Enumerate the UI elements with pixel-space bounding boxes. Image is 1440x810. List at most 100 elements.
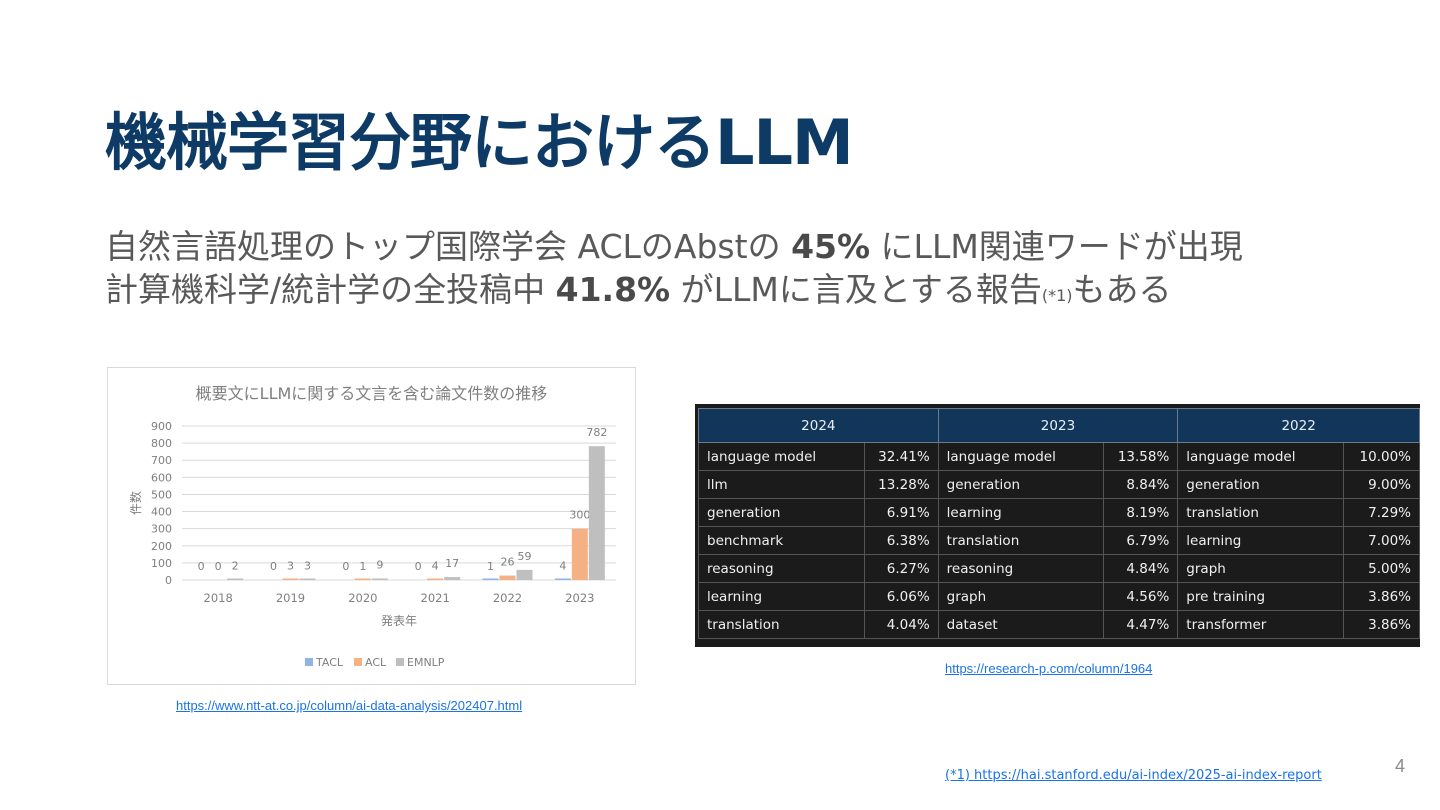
keyword-cell: reasoning [698,554,865,583]
bar [554,578,571,580]
y-tick-label: 800 [151,437,172,450]
subtitle-line-1: 自然言語処理のトップ国際学会 ACLのAbstの 45% にLLM関連ワードが出… [105,220,1243,268]
table-row: translation 4.04% dataset 4.47% transformer 3… [698,610,1420,639]
keyword-cell: translation [1177,498,1344,527]
legend-swatch [396,658,404,666]
slide-title: 機械学習分野におけるLLM [105,106,854,179]
x-axis-label: 発表年 [381,614,417,628]
keyword-cell: generation [698,498,865,527]
y-tick-label: 400 [151,506,172,519]
percent-cell: 8.19% [1103,498,1179,527]
x-tick-label: 2022 [493,591,522,605]
percent-cell: 10.00% [1343,442,1420,471]
chart-source-link[interactable]: https://www.ntt-at.co.jp/column/ai-data-… [176,698,523,713]
y-tick-label: 500 [151,488,172,501]
y-tick-label: 900 [151,420,172,433]
x-tick-label: 2021 [421,591,450,605]
data-label: 3 [287,559,294,572]
year-header-2023: 2023 [937,408,1179,443]
x-tick-label: 2019 [276,591,305,605]
keyword-cell: llm [698,470,865,499]
percent-cell: 5.00% [1343,554,1420,583]
y-tick-label: 300 [151,523,172,536]
keyword-table: 2024 2023 2022 language model 32.41% languag… [698,408,1420,639]
year-header-2022: 2022 [1177,408,1420,443]
bar [354,578,371,580]
bar [299,578,316,580]
subtitle-line-2: 計算機科学/統計学の全投稿中 41.8% がLLMに言及とする報告(*1)もある [105,263,1172,311]
keyword-cell: reasoning [937,554,1105,583]
bar [427,578,444,580]
keyword-cell: benchmark [698,526,865,555]
keyword-cell: learning [937,498,1105,527]
percent-cell: 6.27% [863,554,939,583]
table-row: learning 6.06% graph 4.56% pre training 3.86% [698,582,1420,611]
percent-cell: 4.56% [1103,582,1179,611]
bar [571,528,588,580]
data-label: 0 [215,560,222,573]
table-source-link[interactable]: https://research-p.com/column/1964 [945,661,1153,676]
data-label: 0 [342,560,349,573]
bar [227,578,244,580]
legend-swatch [354,658,362,666]
percent-cell: 7.29% [1343,498,1420,527]
percent-cell: 13.58% [1103,442,1179,471]
table-row: reasoning 6.27% reasoning 4.84% graph 5.00% [698,554,1420,583]
percent-cell: 6.06% [863,582,939,611]
keyword-table-panel: 2024 2023 2022 language model 32.41% languag… [695,404,1420,647]
y-tick-label: 200 [151,540,172,553]
keyword-cell: language model [1177,442,1344,471]
data-label: 300 [569,509,590,522]
bar [499,575,516,580]
x-tick-label: 2020 [348,591,377,605]
keyword-table-header: 2024 2023 2022 [698,408,1420,443]
keyword-cell: dataset [937,610,1105,639]
line1-text-pre: 自然言語処理のトップ国際学会 ACLのAbstの [105,227,792,266]
percent-cell: 6.91% [863,498,939,527]
line2-text-tail: もある [1072,270,1172,309]
keyword-table-body: language model 32.41% language model 13.58%… [698,442,1420,639]
data-label: 0 [270,560,277,573]
data-label: 1 [487,560,494,573]
keyword-cell: pre training [1177,582,1344,611]
y-tick-label: 0 [165,574,172,587]
percent-cell: 13.28% [863,470,939,499]
y-axis-label: 件数 [128,491,143,515]
footnote-marker: (*1) [1041,286,1073,305]
keyword-cell: translation [698,610,865,639]
percent-cell: 8.84% [1103,470,1179,499]
data-label: 9 [376,558,383,571]
percent-cell: 9.00% [1343,470,1420,499]
bar [516,569,533,580]
keyword-cell: language model [937,442,1105,471]
keyword-cell: graph [1177,554,1344,583]
data-label: 4 [559,559,566,572]
bar [588,446,605,580]
data-label: 782 [586,426,607,439]
line2-text-pre: 計算機科学/統計学の全投稿中 [105,270,556,309]
legend-label: EMNLP [407,656,445,669]
keyword-cell: language model [698,442,865,471]
y-tick-label: 100 [151,557,172,570]
data-label: 4 [432,559,439,572]
footnote-link[interactable]: (*1) https://hai.stanford.edu/ai-index/2… [945,768,1322,783]
data-label: 1 [359,560,366,573]
y-tick-label: 600 [151,471,172,484]
table-row: llm 13.28% generation 8.84% generation 9.00% [698,470,1420,499]
legend-label: ACL [365,656,387,669]
percent-cell: 3.86% [1343,610,1420,639]
year-header-2024: 2024 [698,408,939,443]
bar [371,578,388,580]
keyword-cell: generation [937,470,1105,499]
bar [482,578,499,580]
line1-text-post: にLLM関連ワードが出現 [870,227,1243,266]
x-tick-label: 2023 [565,591,594,605]
line2-text-post: がLLMに言及とする報告 [670,270,1042,309]
table-row: language model 32.41% language model 13.58%… [698,442,1420,471]
data-label: 0 [415,560,422,573]
percent-cell: 6.79% [1103,526,1179,555]
data-label: 17 [445,557,459,570]
keyword-cell: graph [937,582,1105,611]
bar-chart-card: 概要文にLLMに関する文言を含む論文件数の推移 0 100 200 300 400 500 6… [107,367,636,685]
keyword-cell: translation [937,526,1105,555]
